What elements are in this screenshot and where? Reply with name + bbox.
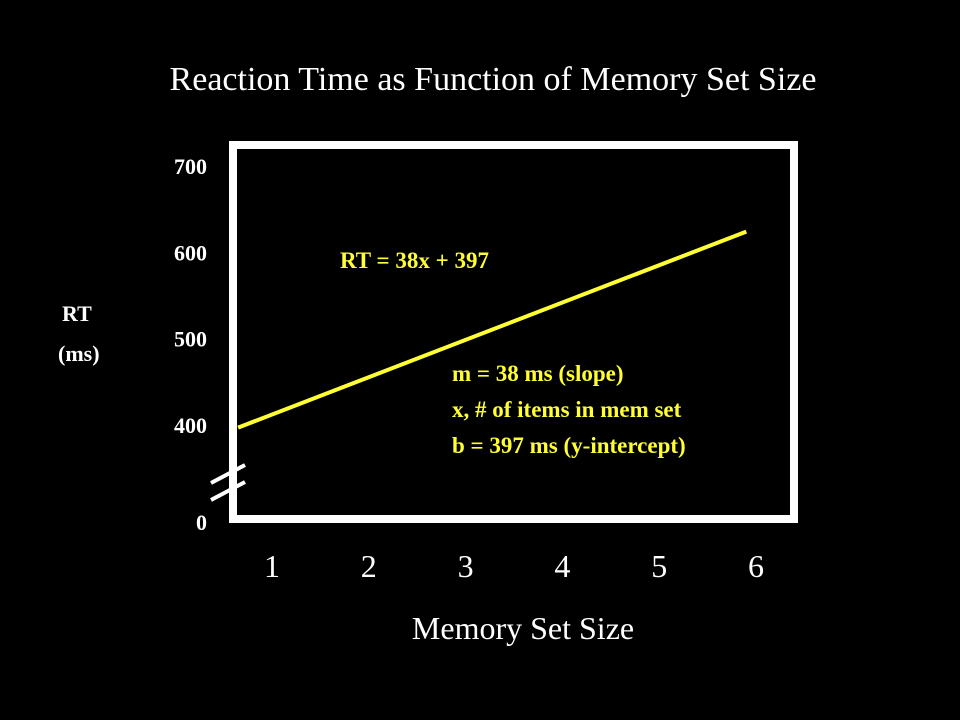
- x-tick-label-1: 1: [264, 548, 280, 584]
- y-tick-label-0: 0: [196, 510, 207, 535]
- slope-annotation: m = 38 ms (slope): [452, 361, 624, 386]
- y-tick-labels: 0 400 500 600 700: [174, 154, 207, 535]
- x-tick-label-3: 3: [458, 548, 474, 584]
- y-tick-label-600: 600: [174, 240, 207, 265]
- x-tick-labels: 1 2 3 4 5 6: [264, 548, 764, 584]
- x-tick-label-2: 2: [361, 548, 377, 584]
- y-axis-label-line-1: RT: [62, 301, 92, 326]
- axis-break-line-1: [210, 463, 246, 485]
- x-definition-annotation: x, # of items in mem set: [452, 397, 682, 422]
- x-tick-label-4: 4: [554, 548, 570, 584]
- y-tick-label-700: 700: [174, 154, 207, 179]
- plot-frame: [229, 141, 798, 523]
- axis-break-line-2: [210, 480, 246, 502]
- rt-regression-line: [237, 229, 748, 430]
- x-tick-label-6: 6: [748, 548, 764, 584]
- chart-title: Reaction Time as Function of Memory Set …: [170, 61, 817, 98]
- y-tick-label-400: 400: [174, 413, 207, 438]
- equation-label: RT = 38x + 397: [340, 248, 489, 273]
- intercept-annotation: b = 397 ms (y-intercept): [452, 433, 686, 458]
- y-axis-label-line-2: (ms): [58, 341, 100, 366]
- axis-break-mark: [210, 463, 246, 502]
- y-tick-label-500: 500: [174, 327, 207, 352]
- x-axis-label: Memory Set Size: [412, 610, 634, 646]
- x-tick-label-5: 5: [651, 548, 667, 584]
